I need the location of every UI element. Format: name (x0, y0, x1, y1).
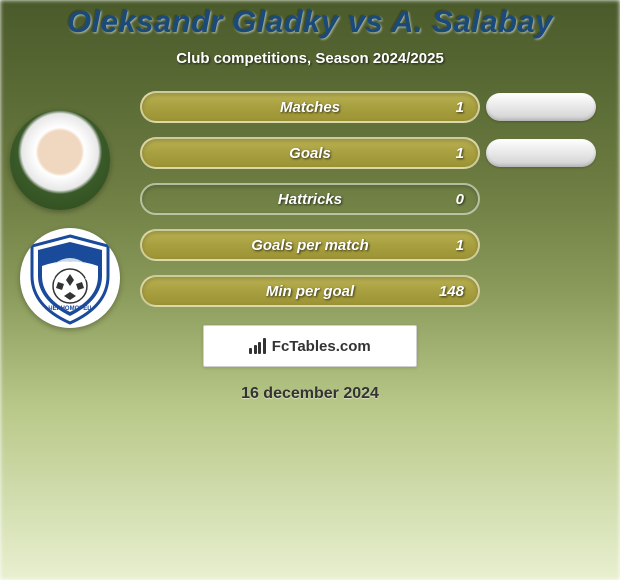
comparison-pill (486, 93, 596, 121)
stat-value: 148 (439, 283, 464, 300)
stat-pill: Hattricks 0 (140, 183, 480, 215)
date-text: 16 december 2024 (241, 385, 379, 403)
stat-label: Goals per match (251, 237, 369, 254)
stats-area: Matches 1 Goals 1 Hattricks 0 Goals per match 1… (0, 91, 620, 307)
comparison-pill (486, 139, 596, 167)
stat-label: Matches (280, 99, 340, 116)
stat-pill: Goals 1 (140, 137, 480, 169)
stat-value: 1 (456, 145, 464, 162)
content-wrapper: Oleksandr Gladky vs A. Salabay Club comp… (0, 0, 620, 403)
stat-row: Goals per match 1 (0, 229, 620, 261)
page-title: Oleksandr Gladky vs A. Salabay (67, 4, 553, 40)
fctables-attribution[interactable]: FcTables.com (203, 325, 417, 367)
stat-row: Matches 1 (0, 91, 620, 123)
stat-label: Hattricks (278, 191, 342, 208)
stat-pill: Goals per match 1 (140, 229, 480, 261)
stat-value: 1 (456, 99, 464, 116)
stat-row: Min per goal 148 (0, 275, 620, 307)
stat-value: 1 (456, 237, 464, 254)
bar-chart-icon (249, 338, 266, 354)
stat-label: Goals (289, 145, 331, 162)
stat-label: Min per goal (266, 283, 354, 300)
stat-pill: Matches 1 (140, 91, 480, 123)
stat-row: Goals 1 (0, 137, 620, 169)
stat-row: Hattricks 0 (0, 183, 620, 215)
stat-value: 0 (456, 191, 464, 208)
stat-pill: Min per goal 148 (140, 275, 480, 307)
fctables-label: FcTables.com (272, 338, 371, 355)
page-subtitle: Club competitions, Season 2024/2025 (176, 50, 444, 67)
